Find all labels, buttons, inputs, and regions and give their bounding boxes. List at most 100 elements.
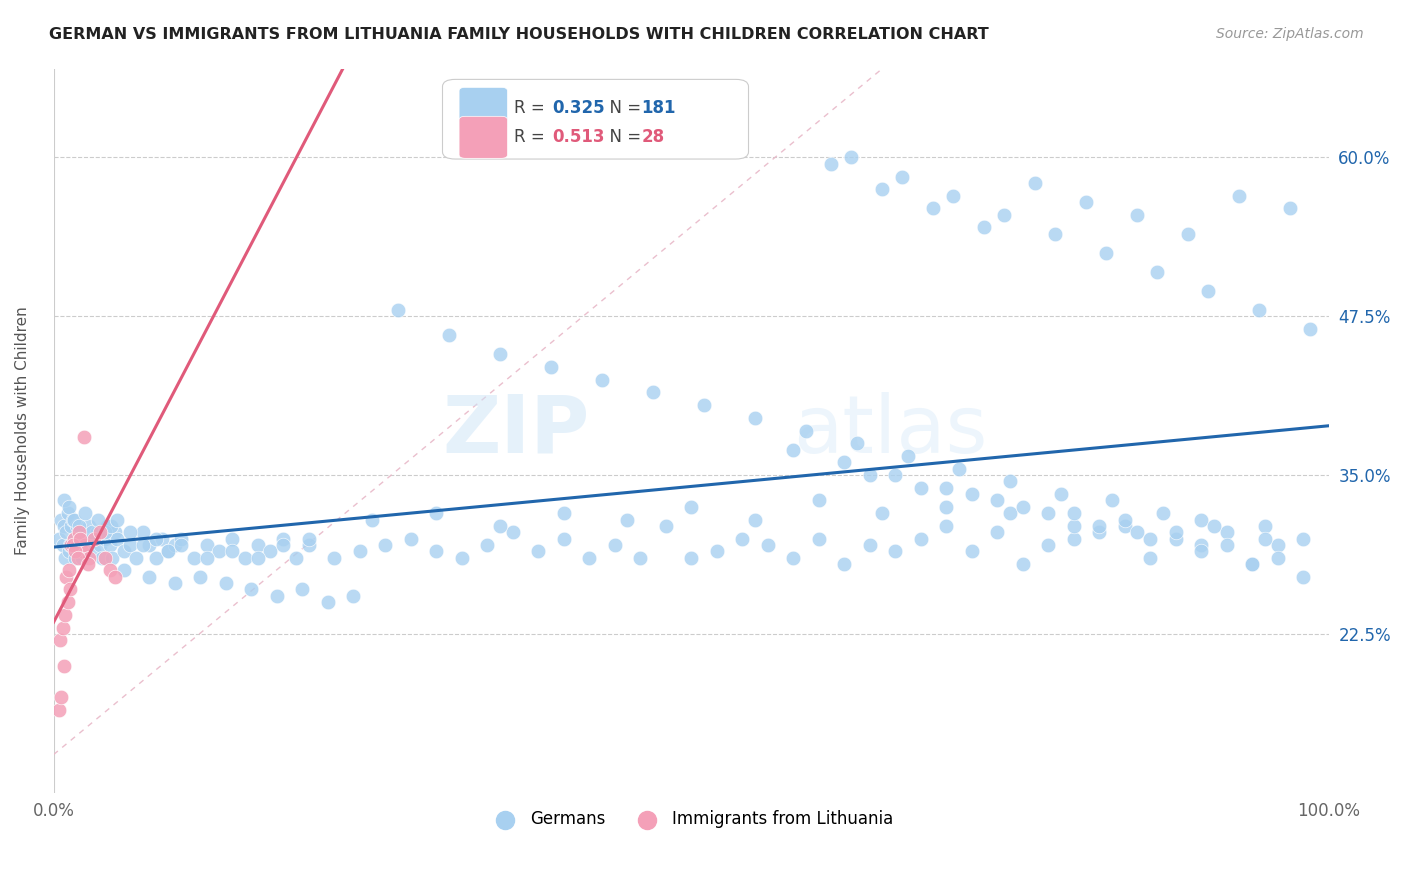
Point [489,519,512,533]
Point [59,538,82,552]
Y-axis label: Family Households with Children: Family Households with Children [15,306,30,555]
Point [298,538,321,552]
Point [67,519,90,533]
Point [1241,557,1264,571]
Point [1202,519,1225,533]
Point [215,576,238,591]
Text: 181: 181 [641,99,676,118]
Point [120,538,142,552]
Point [91,550,114,565]
Point [641,385,664,400]
Point [73,430,96,444]
Point [1229,188,1251,202]
Point [832,557,855,571]
Text: 0.513: 0.513 [553,128,605,146]
Point [157,544,180,558]
Point [425,544,447,558]
Point [1241,557,1264,571]
Point [1254,519,1277,533]
Point [1088,525,1111,540]
Point [890,169,912,184]
Point [62,538,84,552]
Point [48,532,70,546]
Point [540,360,562,375]
Point [845,436,868,450]
Point [163,576,186,591]
Point [56,506,79,520]
Point [80,532,103,546]
Point [998,506,1021,520]
Point [399,532,422,546]
Point [233,550,256,565]
Point [1197,284,1219,298]
Point [79,519,101,533]
Point [298,532,321,546]
Point [65,519,87,533]
FancyBboxPatch shape [460,116,508,158]
Point [1126,208,1149,222]
Point [1036,506,1059,520]
Point [884,544,907,558]
Point [832,455,855,469]
Point [591,373,613,387]
Point [98,538,121,552]
Point [145,550,167,565]
Point [1076,194,1098,209]
Point [744,512,766,526]
Point [502,525,524,540]
Point [935,481,957,495]
Point [89,538,111,552]
Point [93,550,115,565]
Point [51,620,73,634]
Point [246,538,269,552]
Point [104,570,127,584]
Point [284,550,307,565]
Point [872,506,894,520]
Point [998,475,1021,489]
Point [1024,176,1046,190]
Point [897,449,920,463]
Point [578,550,600,565]
Point [75,538,97,552]
Point [1215,525,1237,540]
Point [1292,532,1315,546]
Point [1247,302,1270,317]
Point [58,544,80,558]
Text: atlas: atlas [793,392,987,469]
Point [1146,265,1168,279]
Point [62,512,84,526]
Point [782,442,804,457]
Point [1063,506,1085,520]
Point [170,532,193,546]
Text: N =: N = [599,128,647,146]
Point [960,544,983,558]
Point [58,500,80,514]
Point [1063,532,1085,546]
Point [1292,570,1315,584]
Point [52,519,75,533]
Point [1063,519,1085,533]
Point [52,658,75,673]
Point [603,538,626,552]
Point [794,424,817,438]
Point [104,525,127,540]
Point [859,538,882,552]
Point [935,500,957,514]
Point [349,544,371,558]
Point [59,582,82,597]
Point [138,538,160,552]
Point [986,493,1008,508]
Point [1189,512,1212,526]
Point [527,544,550,558]
Point [941,188,963,202]
Point [80,525,103,540]
Point [163,538,186,552]
Point [93,532,115,546]
Point [1254,532,1277,546]
Point [240,582,263,597]
Point [195,550,218,565]
Point [73,538,96,552]
Point [112,544,135,558]
Point [693,398,716,412]
Point [681,500,703,514]
